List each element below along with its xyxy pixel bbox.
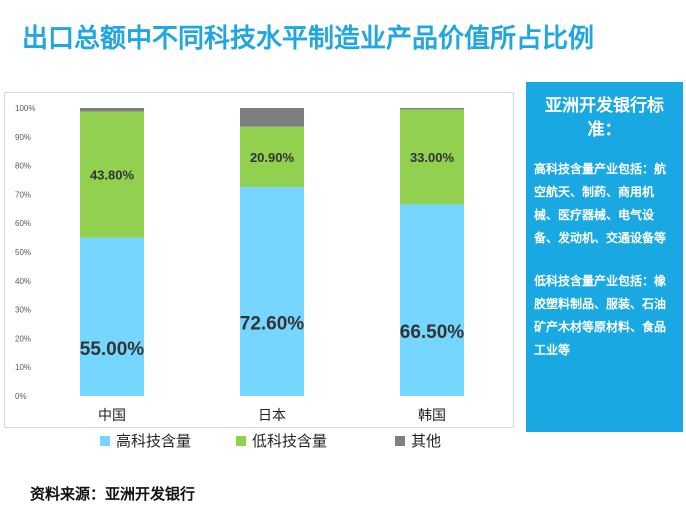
legend-item: 低科技含量 — [236, 430, 327, 451]
page-title: 出口总额中不同科技水平制造业产品价值所占比例 — [22, 24, 595, 54]
bar-segment-low — [240, 126, 304, 187]
y-tick-label: 70% — [15, 190, 31, 199]
legend-swatch — [100, 435, 110, 446]
data-label: 72.60% — [240, 313, 305, 334]
bar-segment-low — [400, 109, 464, 205]
y-tick-label: 50% — [15, 248, 31, 257]
y-tick-label: 0% — [15, 392, 27, 401]
bar-segment-high — [400, 204, 464, 396]
bar-segment-other — [400, 108, 464, 110]
bar-segment-other — [240, 108, 304, 127]
legend-item: 高科技含量 — [100, 430, 191, 451]
chart-area: 0% 10% 20% 30% 40% 50% 60% 70% 80% 90% 100% 55.00% 4… — [4, 92, 514, 428]
y-tick-label: 10% — [15, 363, 31, 372]
data-label: 66.50% — [400, 322, 465, 343]
data-label: 33.00% — [410, 150, 455, 165]
low-tech-description: 低科技含量产业包括：橡胶塑料制品、服装、石油矿产木材等原材料、食品工业等 — [534, 274, 667, 357]
y-tick-label: 30% — [15, 306, 31, 315]
legend-swatch — [236, 435, 246, 446]
x-category-label: 日本 — [258, 408, 286, 424]
bar-segment-other — [80, 108, 144, 112]
bar-segment-high — [80, 237, 144, 396]
legend-label: 低科技含量 — [252, 432, 328, 450]
y-tick-label: 100% — [15, 104, 35, 113]
data-label: 55.00% — [80, 339, 145, 360]
legend-label: 高科技含量 — [116, 432, 192, 450]
high-tech-description: 高科技含量产业包括：航空航天、制药、商用机械、医疗器械、电气设备、发动机、交通设… — [534, 162, 667, 245]
y-tick-label: 20% — [15, 334, 31, 343]
side-panel-title: 亚洲开发银行标准： — [545, 96, 664, 140]
legend-label: 其他 — [411, 432, 442, 450]
x-category-label: 中国 — [98, 408, 126, 424]
legend-item: 其他 — [395, 430, 441, 451]
y-tick-label: 40% — [15, 277, 31, 286]
source-note: 资料来源：亚洲开发银行 — [30, 485, 196, 503]
y-tick-label: 80% — [15, 162, 31, 171]
side-panel: 亚洲开发银行标准： 高科技含量产业包括：航空航天、制药、商用机械、医疗器械、电气… — [526, 82, 683, 432]
bar-segment-high — [240, 186, 304, 396]
x-category-label: 韩国 — [418, 408, 446, 424]
stacked-bar-chart: 0% 10% 20% 30% 40% 50% 60% 70% 80% 90% 100% 55.00% 4… — [15, 104, 465, 424]
y-tick-label: 60% — [15, 219, 31, 228]
y-tick-label: 90% — [15, 133, 31, 142]
legend-swatch — [395, 435, 405, 446]
data-label: 43.80% — [90, 168, 135, 183]
bar-segment-low — [80, 111, 144, 238]
data-label: 20.90% — [250, 150, 295, 165]
